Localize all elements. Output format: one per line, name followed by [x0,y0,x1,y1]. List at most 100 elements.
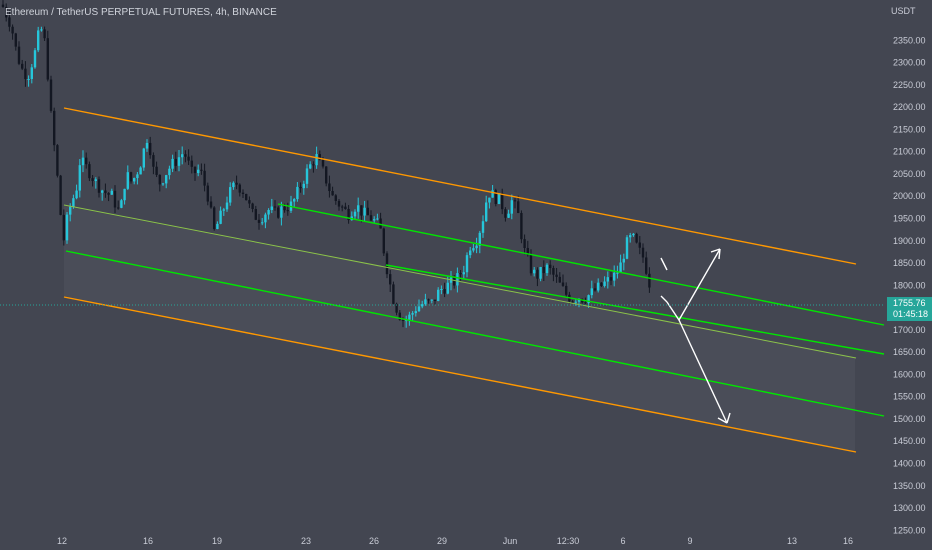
price-axis[interactable]: USDT 2350.00 2300.00 2250.00 2200.00 2150.00… [891,6,926,535]
candle-body [193,166,197,174]
candle-body [123,188,126,201]
candle-body [56,145,59,176]
candle-body [523,239,526,248]
candle-body [373,219,376,221]
candle-body [427,299,430,301]
y-tick-label: 2000.00 [893,191,926,201]
candle-body [513,200,517,202]
time-axis[interactable]: 12 16 19 23 26 29 Jun 12:30 6 9 13 16 [57,536,853,546]
candle-body [245,193,248,201]
candle-body [46,38,49,80]
last-price-value: 1755.76 [893,298,926,308]
candle-body [177,157,181,166]
candle-body [584,302,587,304]
arrows-layer [660,248,731,424]
inner-lower-line[interactable] [65,250,885,417]
candle-body [510,200,513,214]
channel-upper-line[interactable] [63,107,857,265]
candle-body [129,172,133,182]
x-tick-label: 13 [787,536,797,546]
candle-body [145,142,149,149]
candle-body [27,78,30,80]
y-tick-label: 2100.00 [893,147,926,157]
candle-body [219,210,222,224]
candle-body [78,165,81,191]
candle-body [181,154,184,158]
candle-body [17,46,21,64]
candle-body [446,282,449,294]
candle-body [533,269,536,274]
candle-body [254,209,257,220]
candle-body [549,264,552,269]
y-tick-label: 2050.00 [893,169,926,179]
y-tick-label: 2250.00 [893,80,926,90]
candle-body [609,277,613,281]
candle-body [411,313,414,315]
candle-body [229,187,232,203]
arrow-down-head [717,412,731,424]
candle-body [545,264,549,274]
candle-body [149,142,152,156]
y-tick-label: 1500.00 [893,414,926,424]
candle-body [158,174,161,185]
candle-body [197,169,200,174]
y-tick-label: 1350.00 [893,481,926,491]
candle-body [53,110,56,146]
candle-body [113,190,117,208]
candle-body [110,190,113,195]
candle-body [456,273,459,286]
candle-body [357,205,360,212]
channel-lower-line[interactable] [63,296,857,453]
candle-body [155,166,158,175]
x-tick-label: 29 [437,536,447,546]
candle-body [645,257,648,274]
candle-body [462,272,465,275]
candle-body [40,29,43,31]
candle-body [401,319,405,321]
y-tick-label: 1550.00 [893,392,926,402]
x-tick-label: 12:30 [557,536,580,546]
candle-body [430,299,433,301]
candle-body [641,247,645,258]
candle-body [59,175,62,215]
candle-body [238,184,241,193]
candle-body [369,215,373,221]
y-tick-label: 1600.00 [893,369,926,379]
candle-body [5,6,8,18]
y-tick-label: 2150.00 [893,124,926,134]
candle-body [590,288,593,296]
candle-body [65,214,69,241]
channel-median-line[interactable] [63,204,857,359]
inner-middle-line[interactable] [385,264,885,355]
candle-body [325,166,328,184]
candle-body [104,190,107,194]
candle-body [136,174,139,179]
candle-body [408,314,411,320]
candle-body [33,50,37,68]
candle-body [133,178,136,182]
candle-body [517,201,520,213]
candle-body [24,68,27,80]
candle-body [593,288,597,291]
candles-layer [1,0,651,328]
y-tick-label: 1800.00 [893,280,926,290]
candle-body [504,209,507,218]
candle-body [161,183,165,185]
candle-body [488,197,491,203]
candle-body [14,33,17,47]
projection-arrow-down[interactable] [660,257,728,424]
candle-body [37,30,40,51]
y-tick-label: 1650.00 [893,347,926,357]
candle-body [270,206,273,211]
candle-body [200,169,203,171]
candle-body [184,154,187,157]
candle-body [638,242,641,248]
candle-body [475,245,478,249]
candle-body [648,273,651,288]
candle-body [539,266,542,279]
candle-body [331,191,334,196]
y-tick-label: 1300.00 [893,503,926,513]
y-tick-label: 1850.00 [893,258,926,268]
